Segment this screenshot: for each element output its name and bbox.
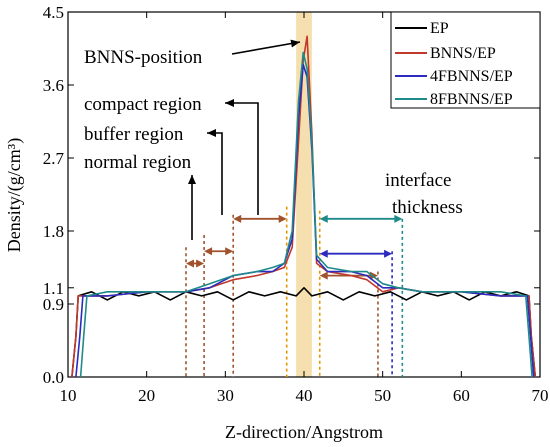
annotation-compact-region: compact region: [84, 94, 202, 115]
double-arrow-head-right: [225, 247, 234, 256]
x-tick-label: 20: [138, 386, 155, 405]
y-tick-label: 1.8: [43, 222, 64, 241]
annotation-normal-region: normal region: [84, 152, 192, 173]
double-arrow-head-right: [196, 259, 205, 268]
annotation-buffer-region: buffer region: [84, 124, 184, 145]
x-axis-label: Z-direction/Angstrom: [225, 422, 383, 442]
double-arrow-head-left: [186, 259, 194, 268]
double-arrow-head-right: [394, 214, 403, 223]
annotation-bnns-position: BNNS-position: [84, 47, 203, 68]
double-arrow-head-left: [319, 271, 328, 280]
x-tick-label: 30: [217, 386, 234, 405]
y-tick-label: 0.0: [43, 368, 64, 387]
legend-label-8fbnns-ep: 8FBNNS/EP: [430, 91, 513, 108]
bnns-position-arrow: [231, 39, 301, 55]
region-double-arrows: [186, 214, 403, 280]
legend-box: [390, 11, 541, 109]
double-arrow-head-left: [319, 249, 328, 258]
y-tick-label: 3.6: [43, 76, 64, 95]
y-tick-label: 2.7: [43, 149, 65, 168]
legend-label-4fbnns-ep: 4FBNNS/EP: [430, 68, 513, 85]
double-arrow-head-left: [319, 214, 328, 223]
series-8fbnns-ep-line: [79, 51, 533, 378]
y-tick-label: 0.9: [43, 295, 64, 314]
x-tick-label: 50: [374, 386, 391, 405]
buffer-region-arrow: [207, 129, 223, 215]
y-tick-label: 4.5: [43, 3, 64, 22]
annotation-arrows: [188, 39, 301, 240]
double-arrow-head-left: [204, 247, 213, 256]
legend-label-ep: EP: [430, 20, 449, 37]
x-tick-label: 60: [453, 386, 470, 405]
double-arrow-head-right: [278, 214, 287, 223]
double-arrow-head-left: [233, 214, 242, 223]
annotation-interface-line1: interface: [385, 170, 451, 191]
double-arrow-head-right: [384, 249, 393, 258]
y-axis-label: Density/(g/cm³): [4, 138, 25, 252]
legend: EP BNNS/EP 4FBNNS/EP 8FBNNS/EP: [390, 11, 541, 109]
legend-label-bnns-ep: BNNS/EP: [430, 45, 496, 62]
y-tick-label: 1.1: [43, 279, 64, 298]
compact-region-arrow: [225, 99, 259, 215]
y-axis-ticks: 0.0 0.91.1 1.8 2.7 3.6 4.5: [43, 3, 540, 387]
x-tick-label: 10: [60, 386, 77, 405]
data-series: [71, 35, 537, 378]
double-arrow-head-right: [369, 271, 378, 280]
annotation-interface-line2: thickness: [392, 197, 463, 218]
x-tick-label: 70: [532, 386, 549, 405]
x-tick-label: 40: [296, 386, 313, 405]
series-ep-line: [71, 286, 537, 378]
